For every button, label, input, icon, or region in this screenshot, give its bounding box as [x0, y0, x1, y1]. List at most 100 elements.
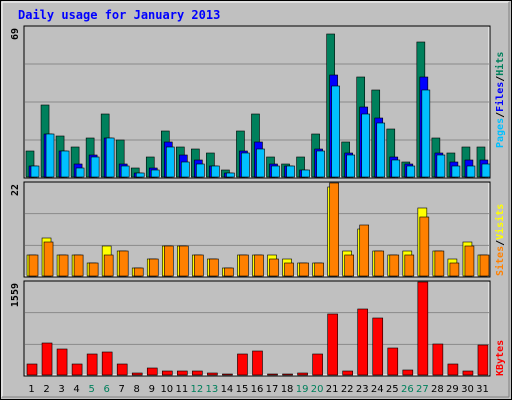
x-tick-label: 31 [476, 384, 489, 395]
legend-entry: Files [494, 82, 506, 112]
x-tick-label: 30 [461, 384, 474, 395]
bar-kbytes [101, 351, 113, 376]
x-tick-label: 6 [103, 384, 109, 395]
bar-pages-rect [316, 150, 325, 178]
bar-sites [299, 262, 309, 277]
chart-title: Daily usage for January 2013 [18, 8, 220, 22]
bar-pages [60, 150, 70, 178]
bar-sites [73, 254, 84, 277]
bar-pages [226, 172, 235, 178]
x-tick-label: 18 [281, 384, 294, 395]
bar-kbytes [192, 370, 203, 376]
bar-pages [181, 161, 190, 178]
bar-kbytes-rect [477, 344, 489, 376]
panel-2: 22 [10, 181, 491, 278]
bar-pages [316, 150, 325, 178]
bar-kbytes [116, 363, 128, 376]
x-tick-label: 26 [401, 384, 414, 395]
bar-sites [329, 182, 339, 277]
bar-pages [376, 122, 386, 178]
bar-kbytes [207, 372, 218, 376]
bar-sites [118, 250, 129, 277]
x-tick-label: 23 [356, 384, 369, 395]
bar-pages-rect [120, 165, 130, 178]
bar-kbytes [387, 347, 399, 376]
bar-pages-rect [301, 169, 310, 178]
bar-sites [103, 254, 114, 277]
x-tick-label: 16 [251, 384, 264, 395]
bar-pages-rect [451, 165, 461, 178]
bar-pages-rect [45, 133, 55, 178]
y-max-label: 1559 [10, 283, 21, 307]
bar-kbytes [26, 363, 38, 376]
bar-sites-rect [254, 254, 264, 277]
x-axis-days: 1 2 3 4 5 6 7 8 9 10 11 12 13 14 15 16 17 18 19 20 21 22 23 24 2… [28, 384, 489, 395]
bar-pages [30, 165, 40, 178]
bar-pages-rect [271, 165, 280, 178]
bar-sites [284, 262, 294, 277]
bar-kbytes [267, 373, 278, 376]
bar-sites [419, 216, 430, 277]
bar-sites [359, 224, 370, 277]
bar-kbytes-rect [372, 317, 384, 376]
bar-sites-rect [434, 250, 445, 277]
bar-sites-rect [449, 262, 460, 277]
bar-kbytes-rect [116, 363, 128, 376]
bar-kbytes-rect [41, 342, 53, 376]
x-tick-label: 25 [386, 384, 399, 395]
bar-sites [464, 245, 475, 277]
bar-sites-rect [73, 254, 84, 277]
bar-pages-rect [226, 172, 235, 178]
bar-pages-rect [391, 159, 401, 178]
bar-kbytes [342, 370, 353, 376]
bar-kbytes-rect [282, 373, 293, 376]
bar-kbytes-rect [56, 348, 68, 376]
y-max-label: 22 [10, 184, 21, 196]
bar-pages [196, 163, 205, 178]
bar-sites-rect [194, 254, 204, 277]
bar-pages [135, 172, 145, 178]
bar-kbytes-rect [222, 373, 233, 376]
bar-sites-rect [464, 245, 475, 277]
x-tick-label: 20 [311, 384, 324, 395]
bar-kbytes-rect [26, 363, 38, 376]
bar-pages [301, 169, 310, 178]
bar-sites [254, 254, 264, 277]
bar-pages [451, 165, 461, 178]
bar-kbytes-rect [252, 350, 263, 376]
x-tick-label: 11 [175, 384, 188, 395]
bar-kbytes-rect [192, 370, 203, 376]
bar-pages-rect [481, 163, 491, 178]
bar-kbytes [237, 353, 248, 376]
bar-sites [374, 250, 385, 277]
bar-sites [434, 250, 445, 277]
x-tick-label: 8 [134, 384, 140, 395]
y-max-label: 69 [10, 28, 21, 40]
bar-pages-rect [436, 154, 446, 178]
bar-kbytes [131, 372, 143, 376]
bar-kbytes [177, 370, 188, 376]
bar-sites [269, 258, 279, 277]
legend-entry: Visits [494, 204, 506, 240]
bar-kbytes [71, 363, 83, 376]
bar-sites-rect [344, 254, 354, 277]
bar-kbytes [222, 373, 233, 376]
x-tick-label: 5 [88, 384, 94, 395]
bar-kbytes [372, 317, 384, 376]
bar-sites [449, 262, 460, 277]
x-tick-label: 24 [371, 384, 384, 395]
bar-sites-rect [314, 262, 324, 277]
bar-sites-rect [209, 258, 219, 277]
x-tick-label: 27 [416, 384, 429, 395]
bar-pages-rect [90, 156, 100, 178]
bar-sites-rect [419, 216, 430, 277]
x-tick-label: 22 [341, 384, 354, 395]
bar-pages [391, 159, 401, 178]
bar-kbytes-rect [237, 353, 248, 376]
x-tick-label: 2 [43, 384, 49, 395]
x-tick-label: 17 [266, 384, 279, 395]
bar-kbytes-rect [101, 351, 113, 376]
bar-sites-rect [58, 254, 69, 277]
